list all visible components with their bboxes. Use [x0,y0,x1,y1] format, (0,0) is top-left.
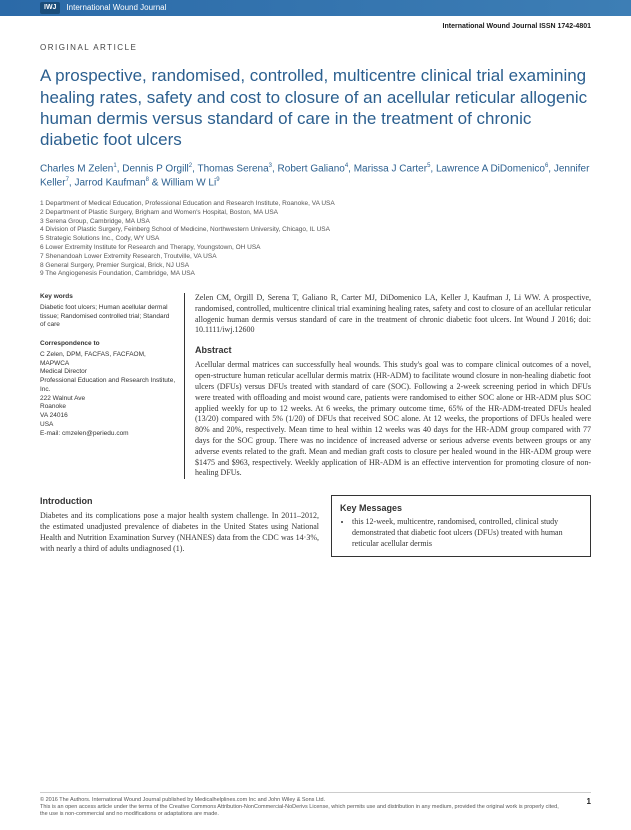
introduction-column: Introduction Diabetes and its complicati… [40,495,319,557]
issn-line: International Wound Journal ISSN 1742-48… [0,16,631,35]
abstract-head: Abstract [195,344,591,356]
copyright-line: © 2016 The Authors. International Wound … [40,797,567,804]
journal-badge: IWJ [40,2,60,13]
key-messages-box: Key Messages this 12-week, multicentre, … [331,495,591,557]
correspondence-head: Correspondence to [40,340,176,349]
license-line: This is an open access article under the… [40,804,567,818]
article-type: ORIGINAL ARTICLE [40,43,591,53]
journal-name: International Wound Journal [66,3,166,13]
key-messages-head: Key Messages [340,502,582,514]
key-message-item: this 12-week, multicentre, randomised, c… [352,517,582,549]
citation-block: Zelen CM, Orgill D, Serena T, Galiano R,… [195,293,591,336]
introduction-head: Introduction [40,495,319,507]
key-messages-list: this 12-week, multicentre, randomised, c… [340,517,582,549]
abstract-column: Zelen CM, Orgill D, Serena T, Galiano R,… [195,293,591,479]
journal-banner: IWJ International Wound Journal [0,0,631,16]
page-number: 1 [567,797,591,818]
keywords-head: Key words [40,293,176,302]
keywords-text: Diabetic foot ulcers; Human acellular de… [40,304,176,330]
sidebar-metadata: Key words Diabetic foot ulcers; Human ac… [40,293,185,479]
abstract-text: Acellular dermal matrices can successful… [195,360,591,479]
page-footer: © 2016 The Authors. International Wound … [40,792,591,818]
introduction-text: Diabetes and its complications pose a ma… [40,511,319,554]
author-list: Charles M Zelen1, Dennis P Orgill2, Thom… [40,162,591,190]
article-title: A prospective, randomised, controlled, m… [40,65,591,150]
correspondence-body: C Zelen, DPM, FACFAS, FACFAOM, MAPWCAMed… [40,351,176,439]
affiliation-list: 1 Department of Medical Education, Profe… [40,200,591,279]
